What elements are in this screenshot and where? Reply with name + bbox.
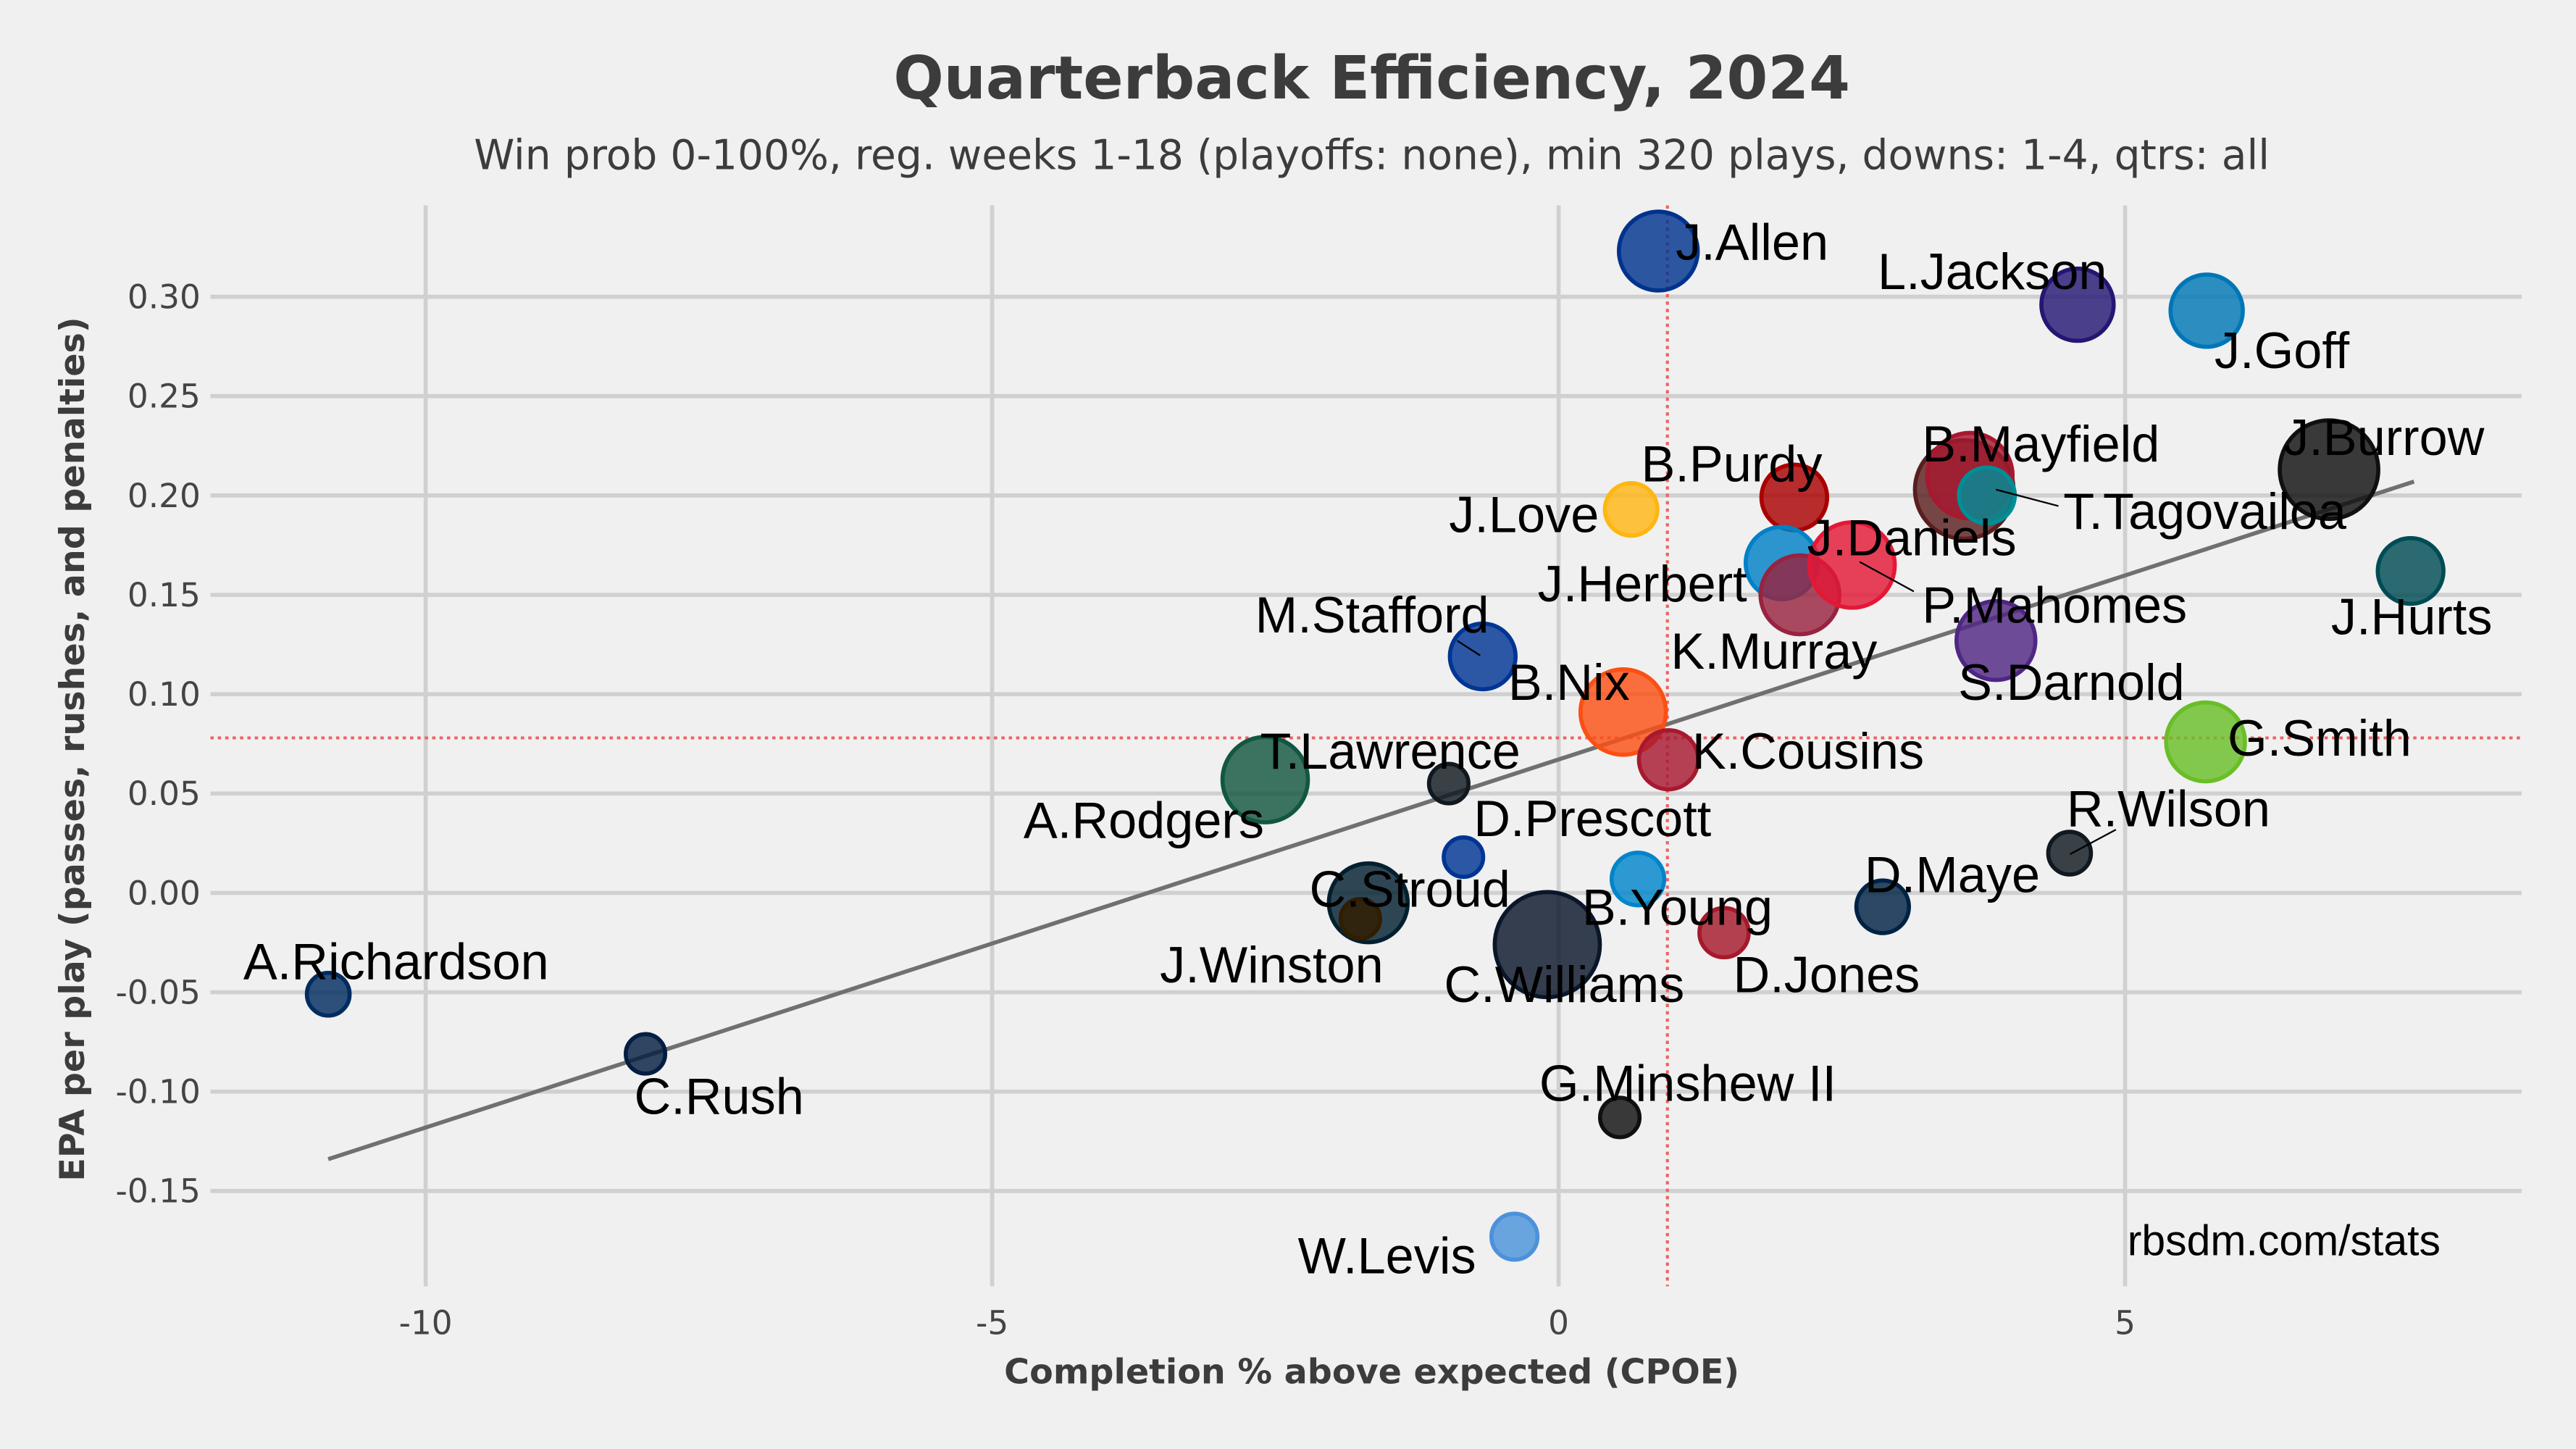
- point-c-rush: [623, 1032, 668, 1076]
- point-label: G.Minshew II: [1539, 1054, 1836, 1111]
- point-label: A.Richardson: [243, 932, 549, 990]
- leader-line: [2069, 829, 2117, 856]
- y-tick-label: 0.10: [127, 675, 201, 714]
- point-label: D.Maye: [1865, 845, 2040, 903]
- point-label: J.Daniels: [1807, 509, 2017, 566]
- point-label: R.Wilson: [2067, 780, 2270, 838]
- point-label: J.Allen: [1676, 213, 1828, 270]
- chart-title: Quarterback Efficiency, 2024: [893, 44, 1850, 113]
- y-tick-label: -0.05: [116, 973, 201, 1011]
- point-label: K.Cousins: [1692, 722, 1924, 780]
- point-label: D.Prescott: [1473, 790, 1712, 847]
- point-t-tagovailoa: [1957, 465, 2017, 526]
- y-tick-label: -0.10: [116, 1073, 201, 1111]
- point-label: G.Smith: [2228, 709, 2412, 767]
- point-label: B.Mayfield: [1922, 415, 2159, 472]
- point-j-love: [1602, 480, 1660, 538]
- y-tick-label: 0.25: [127, 377, 201, 416]
- trendline-layer: [327, 479, 2415, 1161]
- point-a-rodgers: [1220, 735, 1310, 824]
- point-labels: J.Allen L.Jackson J.Goff J.Burrow B.Mayfield…: [243, 213, 2493, 1284]
- leader-line: [1456, 640, 1481, 656]
- point-label: B.Young: [1582, 879, 1773, 936]
- y-tick-label: -0.15: [116, 1172, 201, 1211]
- chart-subtitle: Win prob 0-100%, reg. weeks 1-18 (playof…: [474, 132, 2270, 180]
- point-label: B.Purdy: [1642, 435, 1823, 492]
- y-tick-label: 0.00: [127, 874, 201, 912]
- point-label: P.Mahomes: [1922, 576, 2187, 633]
- point-label: T.Lawrence: [1260, 722, 1520, 780]
- point-t-lawrence: [1426, 761, 1471, 806]
- point-label: C.Williams: [1444, 956, 1684, 1013]
- point-b-young: [1609, 851, 1667, 908]
- point-label: C.Rush: [635, 1067, 804, 1124]
- point-d-jones: [1697, 906, 1751, 960]
- point-label: J.Winston: [1160, 936, 1384, 993]
- point-label: J.Hurts: [2331, 588, 2493, 645]
- y-tick-label: 0.15: [127, 576, 201, 614]
- point-a-richardson: [304, 971, 352, 1018]
- point-label: L.Jackson: [1878, 243, 2107, 300]
- point-label: J.Burrow: [2283, 409, 2485, 466]
- point-label: J.Goff: [2215, 322, 2350, 379]
- trendline: [327, 479, 2415, 1161]
- point-label: T.Tagovailoa: [2063, 483, 2347, 540]
- x-axis-label: Completion % above expected (CPOE): [1004, 1352, 1739, 1392]
- x-tick-label: 0: [1548, 1303, 1569, 1342]
- point-label: C.Stroud: [1309, 861, 1510, 918]
- point-label: K.Murray: [1670, 622, 1877, 680]
- point-s-darnold: [1954, 598, 2038, 682]
- point-j-winston: [1338, 897, 1382, 941]
- point-k-cousins: [1636, 728, 1700, 792]
- point-label: D.Jones: [1734, 946, 1920, 1003]
- point-l-jackson: [2039, 266, 2116, 343]
- point-r-wilson: [2046, 830, 2094, 877]
- y-tick-label: 0.30: [127, 277, 201, 316]
- credit-text: rbsdm.com/stats: [2128, 1217, 2441, 1264]
- point-d-maye: [1854, 878, 1911, 935]
- point-j-allen: [1616, 209, 1700, 293]
- y-tick-label: 0.20: [127, 477, 201, 515]
- point-d-prescott: [1442, 835, 1486, 880]
- point-j-goff: [2168, 272, 2245, 349]
- point-label: S.Darnold: [1958, 653, 2185, 711]
- point-c-williams: [1492, 890, 1602, 1000]
- point-label: A.Rodgers: [1024, 791, 1264, 848]
- y-axis-label: EPA per play (passes, rushes, and penalt…: [53, 317, 93, 1181]
- leader-line: [1859, 561, 1915, 593]
- point-label: W.Levis: [1298, 1227, 1476, 1284]
- x-tick-label: 5: [2115, 1303, 2136, 1342]
- leader-line: [1996, 488, 2059, 507]
- points-layer: [304, 209, 2446, 1262]
- point-g-smith: [2164, 700, 2247, 784]
- point-j-hurts: [2375, 535, 2446, 606]
- y-tick-label: 0.05: [127, 774, 201, 813]
- point-w-levis: [1489, 1211, 1540, 1262]
- point-m-stafford: [1447, 621, 1518, 692]
- point-label: J.Herbert: [1538, 555, 1747, 612]
- point-b-nix: [1578, 667, 1668, 757]
- point-label: J.Love: [1449, 486, 1599, 543]
- x-tick-label: -10: [399, 1303, 453, 1342]
- tick-labels: -10 -5 0 5 0.30 0.25 0.20 0.15 0.10 0.05 0.00 -0.05…: [116, 277, 2136, 1342]
- x-tick-label: -5: [976, 1303, 1008, 1342]
- point-j-daniels: [1807, 520, 1897, 610]
- point-g-minshew-ii: [1597, 1095, 1642, 1140]
- point-label: B.Nix: [1508, 653, 1630, 711]
- point-label: M.Stafford: [1255, 586, 1489, 643]
- point-j-burrow: [2278, 418, 2380, 522]
